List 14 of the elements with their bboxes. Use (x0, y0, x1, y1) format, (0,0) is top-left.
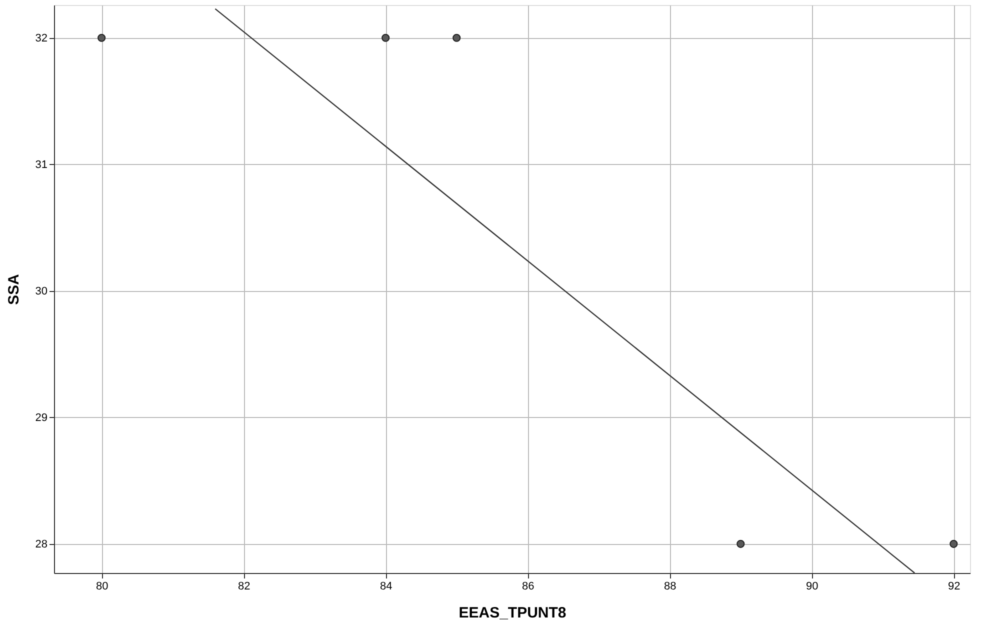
y-axis-title: SSA (5, 274, 22, 305)
y-tick-label: 31 (35, 158, 48, 171)
x-tick-label: 88 (664, 580, 676, 592)
y-tick-label: 32 (35, 32, 48, 44)
x-tick-label: 92 (948, 580, 960, 592)
x-axis-title: EEAS_TPUNT8 (458, 604, 566, 622)
x-tick-label: 82 (238, 580, 250, 592)
y-tick-label: 28 (35, 538, 48, 550)
x-tick-label: 86 (522, 580, 534, 592)
x-tick-label: 80 (96, 580, 108, 592)
y-tick-label: 30 (35, 285, 48, 298)
x-tick-label: 84 (380, 580, 392, 592)
x-tick-label: 90 (806, 580, 818, 592)
y-tick-label: 29 (35, 412, 48, 424)
